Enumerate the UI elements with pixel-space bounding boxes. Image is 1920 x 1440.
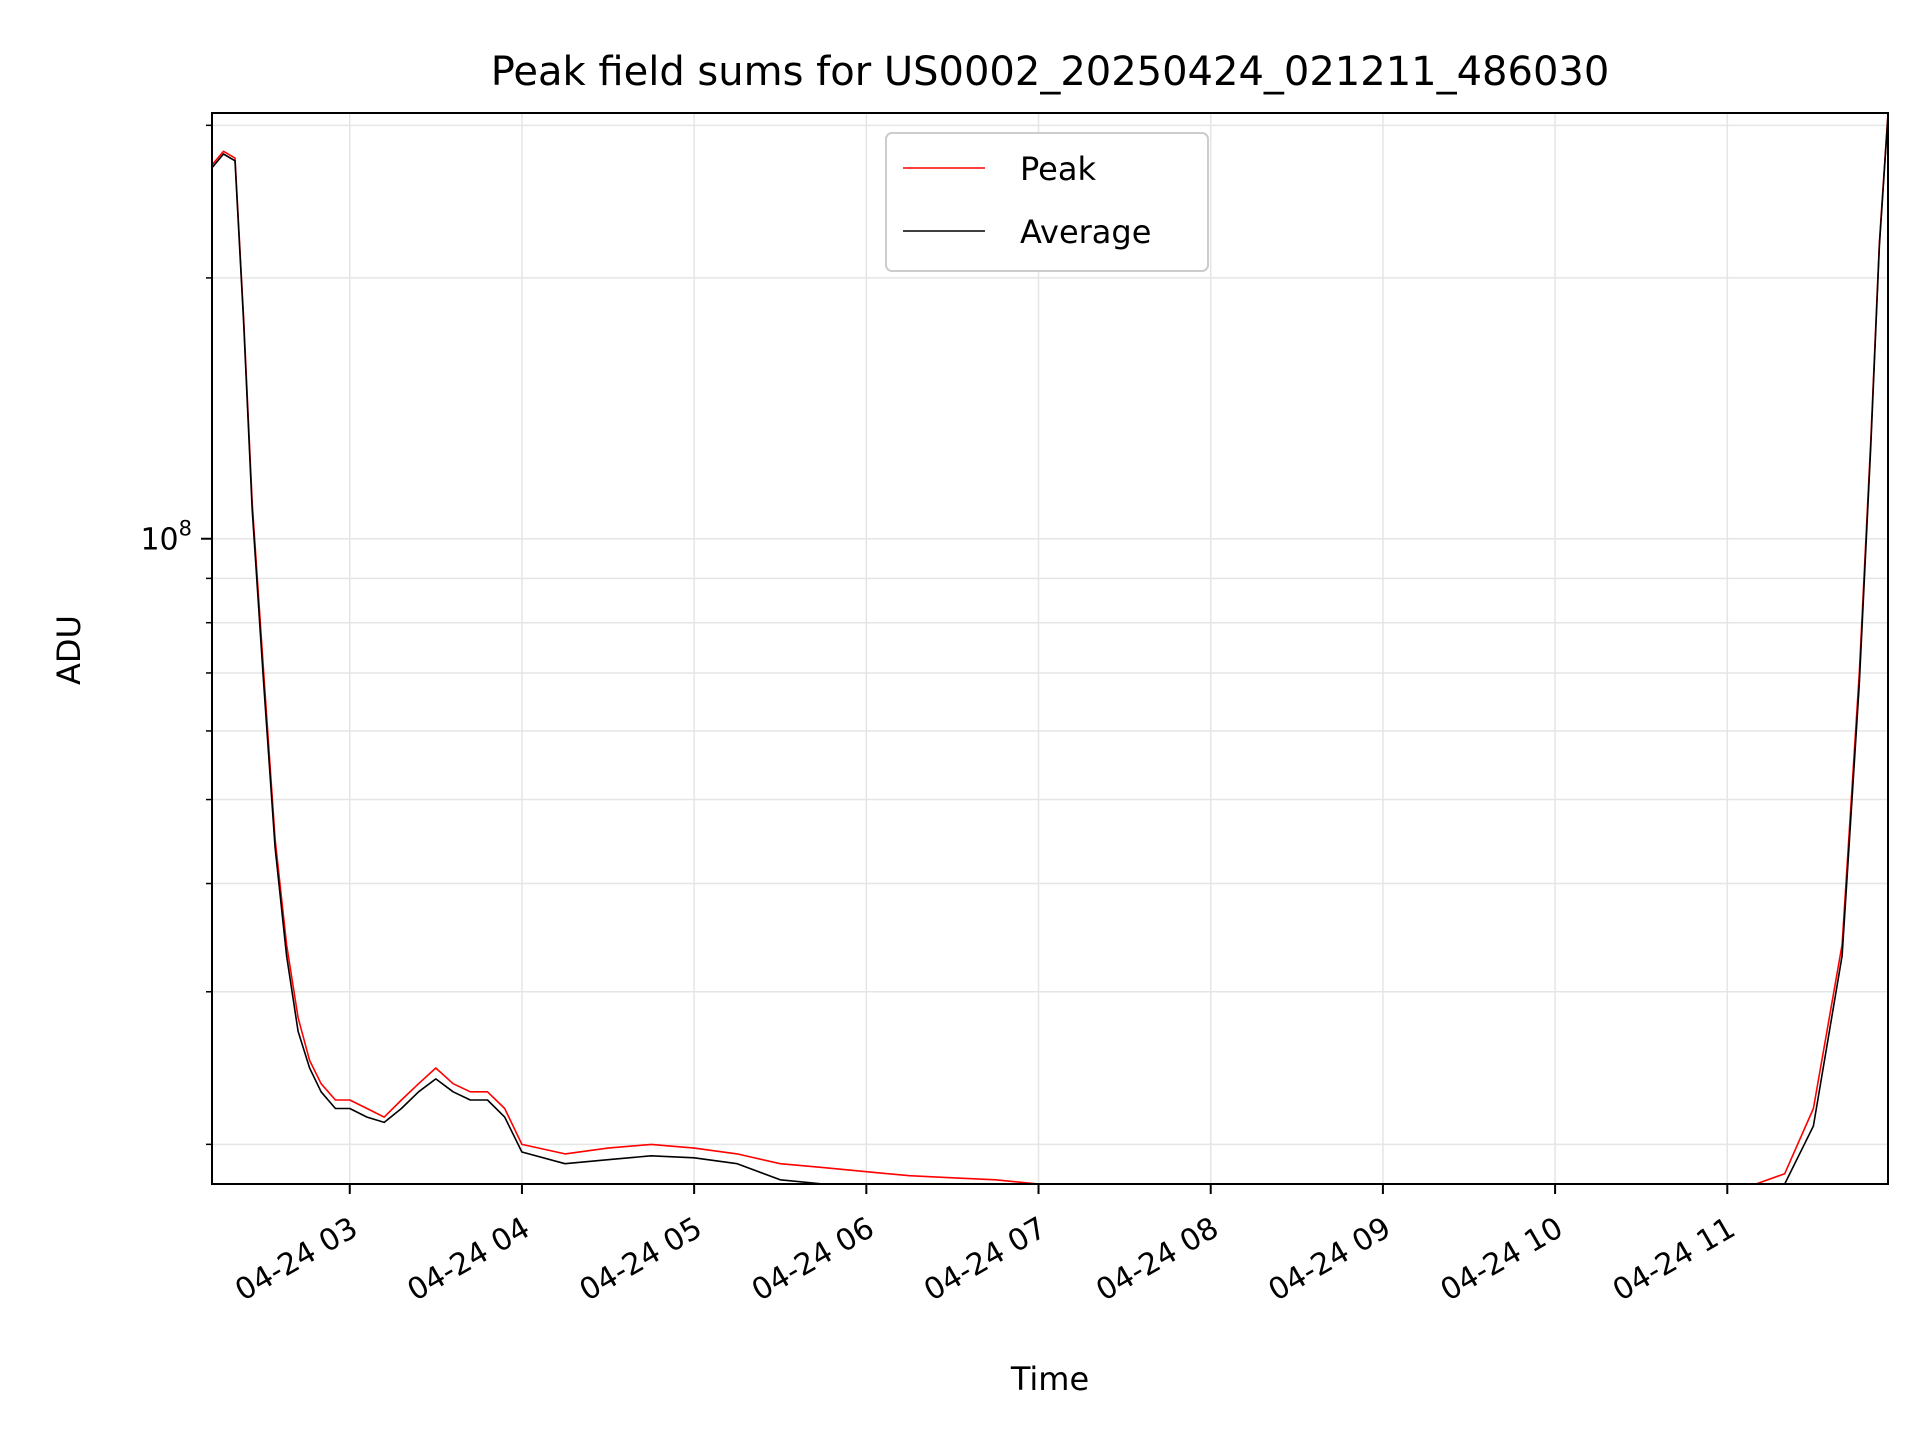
grid — [212, 113, 1888, 1184]
legend-label-average: Average — [1020, 213, 1151, 251]
y-tick-label: 108 — [140, 517, 192, 558]
legend: Peak Average — [885, 132, 1209, 272]
y-tick-label-base: 10 — [140, 523, 178, 558]
plot-frame — [211, 112, 1889, 1185]
legend-label-peak: Peak — [1020, 150, 1096, 188]
y-axis-label: ADU — [50, 615, 88, 685]
y-axis: 108 — [140, 124, 212, 1146]
x-axis-label: Time — [1010, 1360, 1089, 1398]
y-tick-label-exponent: 8 — [179, 517, 192, 541]
chart-title: Peak field sums for US0002_20250424_0212… — [491, 49, 1610, 95]
